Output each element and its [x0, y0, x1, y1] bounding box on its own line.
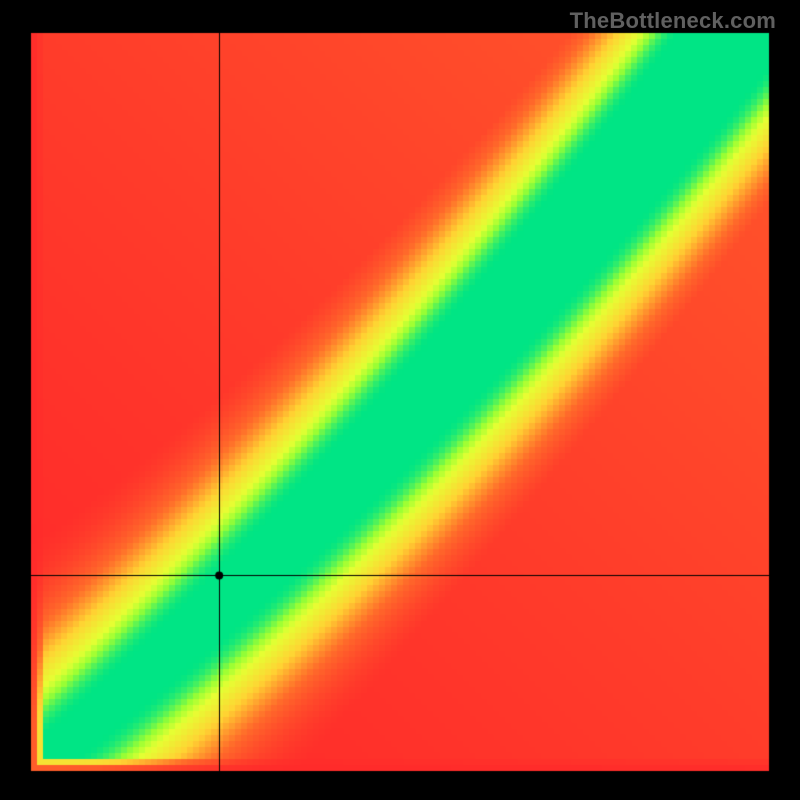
bottleneck-heatmap-canvas — [0, 0, 800, 800]
watermark-text: TheBottleneck.com — [570, 8, 776, 34]
chart-container: TheBottleneck.com — [0, 0, 800, 800]
